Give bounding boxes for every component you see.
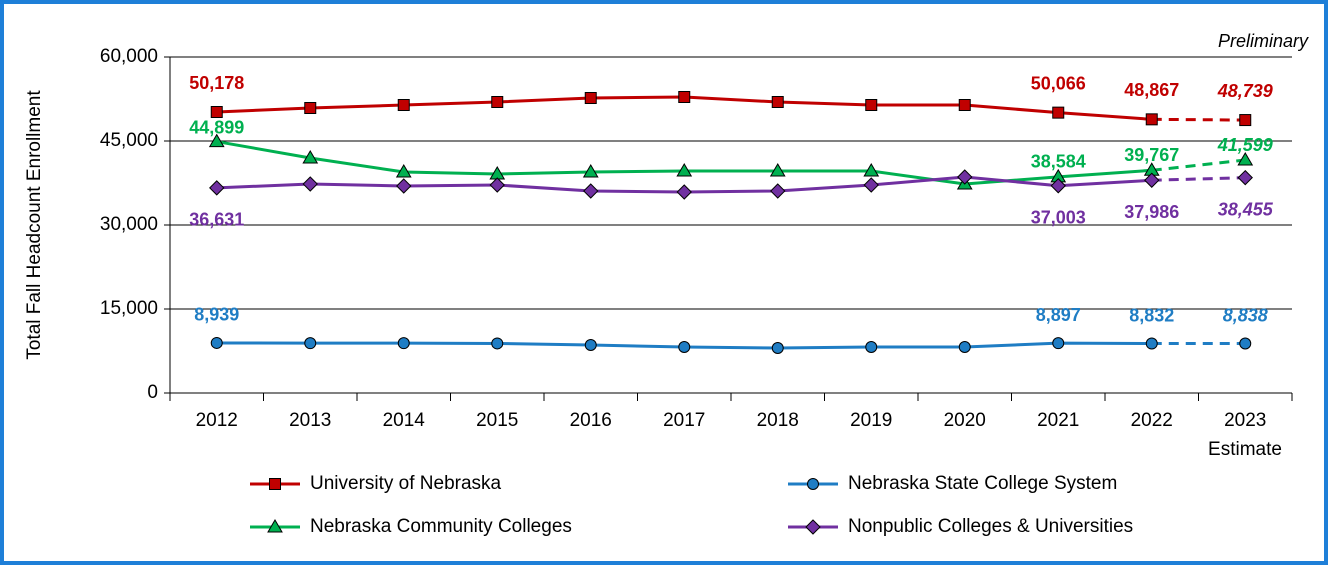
marker bbox=[678, 91, 691, 104]
marker bbox=[1239, 114, 1252, 127]
marker bbox=[584, 339, 597, 352]
legend-label: University of Nebraska bbox=[310, 473, 502, 494]
value-label: 37,986 bbox=[1124, 202, 1179, 222]
y-tick-label: 30,000 bbox=[100, 214, 158, 235]
marker bbox=[302, 176, 318, 192]
y-tick-label: 45,000 bbox=[100, 130, 158, 151]
x-tick-label: 2017 bbox=[663, 410, 705, 431]
y-tick-label: 60,000 bbox=[100, 46, 158, 67]
x-tick-label: 2022 bbox=[1131, 410, 1173, 431]
x-tick-label: 2021 bbox=[1037, 410, 1079, 431]
marker bbox=[865, 341, 878, 354]
value-label: 37,003 bbox=[1031, 208, 1086, 228]
marker bbox=[396, 178, 412, 194]
value-label: 48,739 bbox=[1217, 81, 1273, 101]
marker bbox=[958, 341, 971, 354]
marker bbox=[584, 92, 597, 105]
marker bbox=[397, 99, 410, 112]
marker bbox=[304, 337, 317, 350]
marker bbox=[210, 336, 223, 349]
series-line-estimate bbox=[1151, 117, 1246, 122]
marker bbox=[395, 164, 412, 178]
marker bbox=[302, 150, 319, 164]
marker bbox=[770, 183, 786, 199]
marker bbox=[807, 478, 819, 490]
marker bbox=[1144, 172, 1160, 188]
x-tick-label: 2018 bbox=[757, 410, 799, 431]
x-tick-label: 2023 bbox=[1224, 410, 1266, 431]
marker bbox=[1052, 337, 1065, 350]
marker bbox=[269, 478, 281, 490]
x-tick-label: 2014 bbox=[383, 410, 426, 431]
legend-label: Nebraska Community Colleges bbox=[310, 516, 572, 537]
value-label: 8,832 bbox=[1129, 305, 1174, 325]
x-tick-label: 2019 bbox=[850, 410, 892, 431]
marker bbox=[489, 177, 505, 193]
marker bbox=[1050, 178, 1066, 194]
value-label: 8,939 bbox=[194, 305, 239, 325]
value-label: 38,455 bbox=[1218, 199, 1274, 219]
marker bbox=[1145, 337, 1158, 350]
marker bbox=[210, 106, 223, 119]
marker bbox=[1145, 113, 1158, 126]
marker bbox=[267, 519, 283, 533]
marker bbox=[805, 519, 821, 535]
marker bbox=[958, 99, 971, 112]
marker bbox=[957, 169, 973, 185]
marker bbox=[304, 101, 317, 114]
value-label: 50,066 bbox=[1031, 73, 1086, 93]
value-label: 36,631 bbox=[189, 210, 244, 230]
marker bbox=[209, 180, 225, 196]
x-tick-label: 2016 bbox=[570, 410, 612, 431]
x-tick-label: 2013 bbox=[289, 410, 331, 431]
value-label: 50,178 bbox=[189, 73, 244, 93]
annotation: Estimate bbox=[1208, 439, 1282, 460]
series-line-estimate bbox=[1151, 176, 1246, 182]
value-label: 8,897 bbox=[1036, 305, 1081, 325]
value-label: 38,584 bbox=[1031, 152, 1086, 172]
x-tick-label: 2015 bbox=[476, 410, 518, 431]
y-tick-label: 0 bbox=[147, 382, 158, 403]
value-label: 8,838 bbox=[1223, 305, 1268, 325]
marker bbox=[678, 341, 691, 354]
marker bbox=[676, 184, 692, 200]
marker bbox=[208, 133, 225, 148]
y-axis-label: Total Fall Headcount Enrollment bbox=[24, 90, 45, 360]
marker bbox=[1237, 152, 1254, 166]
marker bbox=[863, 163, 880, 177]
marker bbox=[582, 164, 599, 178]
marker bbox=[491, 337, 504, 350]
value-label: 44,899 bbox=[189, 117, 244, 137]
marker bbox=[771, 96, 784, 109]
marker bbox=[771, 341, 784, 354]
series-line bbox=[216, 140, 1152, 186]
marker bbox=[1237, 169, 1253, 186]
value-label: 41,599 bbox=[1217, 135, 1273, 155]
legend-label: Nebraska State College System bbox=[848, 473, 1117, 494]
marker bbox=[676, 163, 693, 177]
value-label: 48,867 bbox=[1124, 80, 1179, 100]
marker bbox=[491, 96, 504, 109]
marker bbox=[1239, 337, 1252, 350]
y-tick-label: 15,000 bbox=[100, 298, 158, 319]
marker bbox=[397, 337, 410, 350]
marker bbox=[769, 163, 786, 177]
x-tick-label: 2012 bbox=[196, 410, 238, 431]
marker bbox=[863, 177, 879, 193]
marker bbox=[583, 183, 599, 199]
marker bbox=[865, 99, 878, 112]
annotation: Preliminary bbox=[1218, 31, 1309, 51]
value-label: 39,767 bbox=[1124, 145, 1179, 165]
legend-label: Nonpublic Colleges & Universities bbox=[848, 516, 1133, 537]
x-tick-label: 2020 bbox=[944, 410, 986, 431]
marker bbox=[1052, 106, 1065, 119]
